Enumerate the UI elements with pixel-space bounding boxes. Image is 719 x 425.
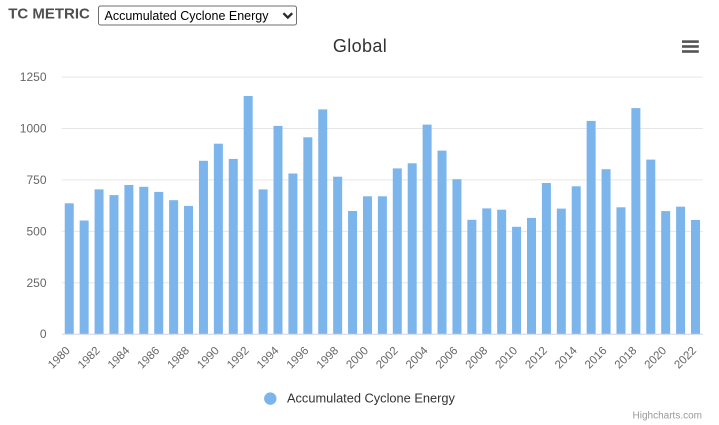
svg-text:500: 500 [26,224,46,238]
svg-text:1000: 1000 [20,122,47,136]
svg-text:0: 0 [40,327,47,341]
svg-text:Global: Global [333,36,387,56]
svg-text:Highcharts.com: Highcharts.com [633,411,702,422]
svg-text:1250: 1250 [20,70,47,84]
svg-text:Accumulated Cyclone Energy: Accumulated Cyclone Energy [287,391,455,406]
svg-text:TC METRIC: TC METRIC [8,5,90,22]
svg-text:250: 250 [26,276,46,290]
svg-text:750: 750 [26,173,46,187]
svg-text:Accumulated Cyclone Energy: Accumulated Cyclone Energy [105,9,270,23]
